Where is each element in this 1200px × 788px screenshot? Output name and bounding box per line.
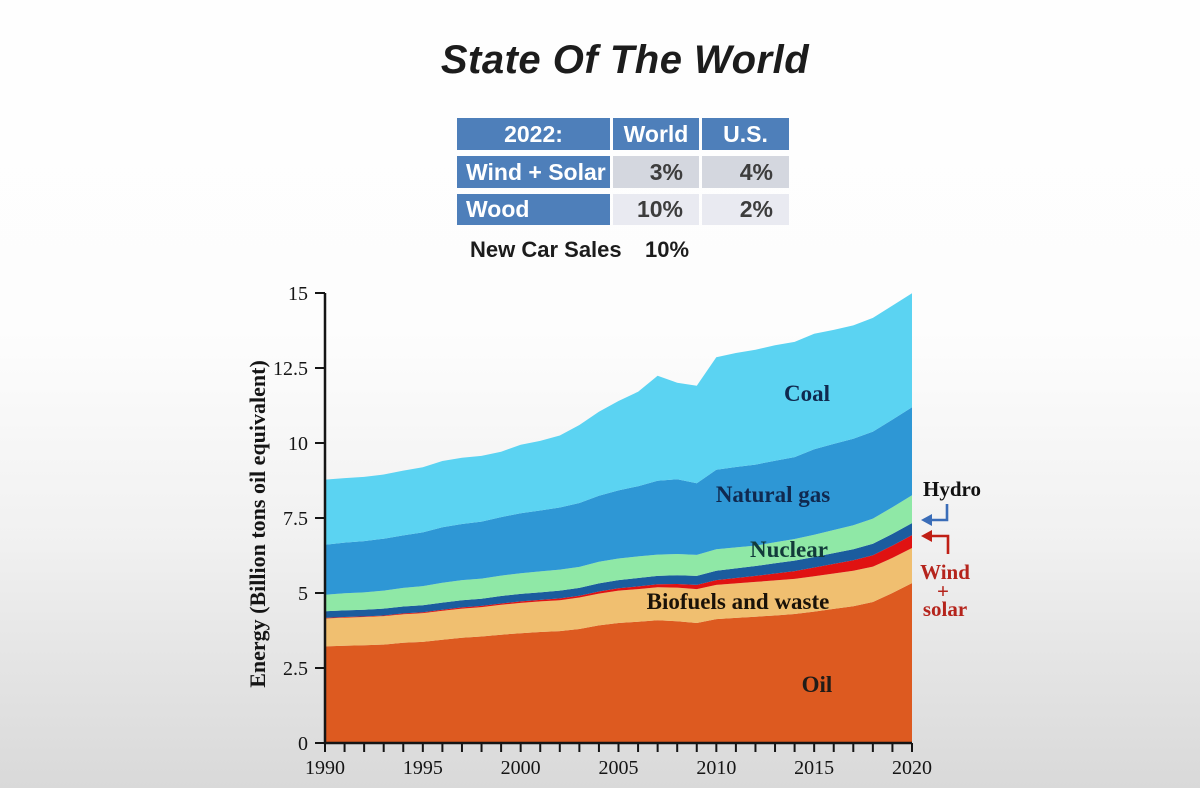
stacked-areas (325, 293, 912, 743)
x-tick-label: 2000 (501, 757, 541, 779)
x-tick-label: 1990 (305, 757, 345, 779)
wind-solar-annotation-line1: Wind (920, 560, 970, 584)
area-hydro (325, 523, 912, 618)
x-tick-label: 2020 (892, 757, 932, 779)
new-car-sales-value: 10% (645, 237, 690, 262)
wind-solar-annotation: Wind + solar (920, 530, 970, 621)
y-tick-label: 5 (298, 583, 308, 605)
table-row-wood-label: Wood (457, 194, 610, 225)
table-row-wood-us: 2% (702, 194, 789, 225)
x-tick-label: 2010 (696, 757, 736, 779)
axis-spines (323, 293, 912, 745)
wind-solar-arrow-head (921, 530, 932, 542)
nuclear-area-label: Nuclear (750, 537, 828, 562)
area-oil (325, 583, 912, 743)
table-header-year: 2022: (457, 118, 610, 150)
y-tick-label: 15 (288, 283, 308, 305)
wind-solar-annotation-line2: + (937, 579, 949, 603)
table-header-world: World (613, 118, 699, 150)
hydro-arrow-head (921, 514, 932, 526)
stats-table: 2022: World U.S. Wind + Solar 3% 4% Wood… (457, 118, 789, 225)
area-wind_solar (325, 535, 912, 619)
hydro-annotation-label: Hydro (923, 477, 981, 501)
area-coal (325, 293, 912, 545)
y-tick-label: 0 (298, 733, 308, 755)
page-title: State Of The World (440, 38, 810, 82)
y-tick-label: 7.5 (283, 508, 308, 530)
hydro-arrow-line (931, 504, 949, 522)
table-row-wind-solar-label: Wind + Solar (457, 156, 610, 188)
biofuels-area-label: Biofuels and waste (647, 589, 830, 614)
chart-axes: 0 2.5 5 7.5 10 12.5 15 1990 1995 2000 2005 2010 2015… (273, 283, 932, 779)
area-natural_gas (325, 407, 912, 595)
x-tick-label: 2015 (794, 757, 834, 779)
table-row-wind-solar-us: 4% (702, 156, 789, 188)
area-nuclear (325, 495, 912, 612)
y-tick-label: 2.5 (283, 658, 308, 680)
wind-solar-annotation-line3: solar (923, 597, 967, 621)
natural-gas-area-label: Natural gas (716, 482, 830, 507)
new-car-sales-label: New Car Sales (470, 237, 622, 262)
table-row-wood-world: 10% (613, 194, 699, 225)
oil-area-label: Oil (802, 672, 833, 697)
hydro-annotation: Hydro (921, 477, 981, 526)
x-tick-label: 1995 (403, 757, 443, 779)
coal-area-label: Coal (784, 381, 830, 406)
y-axis-title: Energy (Billion tons oil equivalent) (245, 360, 270, 688)
y-tick-label: 12.5 (273, 358, 308, 380)
y-tick-label: 10 (288, 433, 308, 455)
table-header-us: U.S. (702, 118, 789, 150)
table-row-wind-solar-world: 3% (613, 156, 699, 188)
area-biofuels (325, 548, 912, 647)
wind-solar-arrow-line (931, 534, 950, 554)
new-car-sales-line: New Car Sales 10% (470, 237, 790, 265)
x-tick-label: 2005 (599, 757, 639, 779)
